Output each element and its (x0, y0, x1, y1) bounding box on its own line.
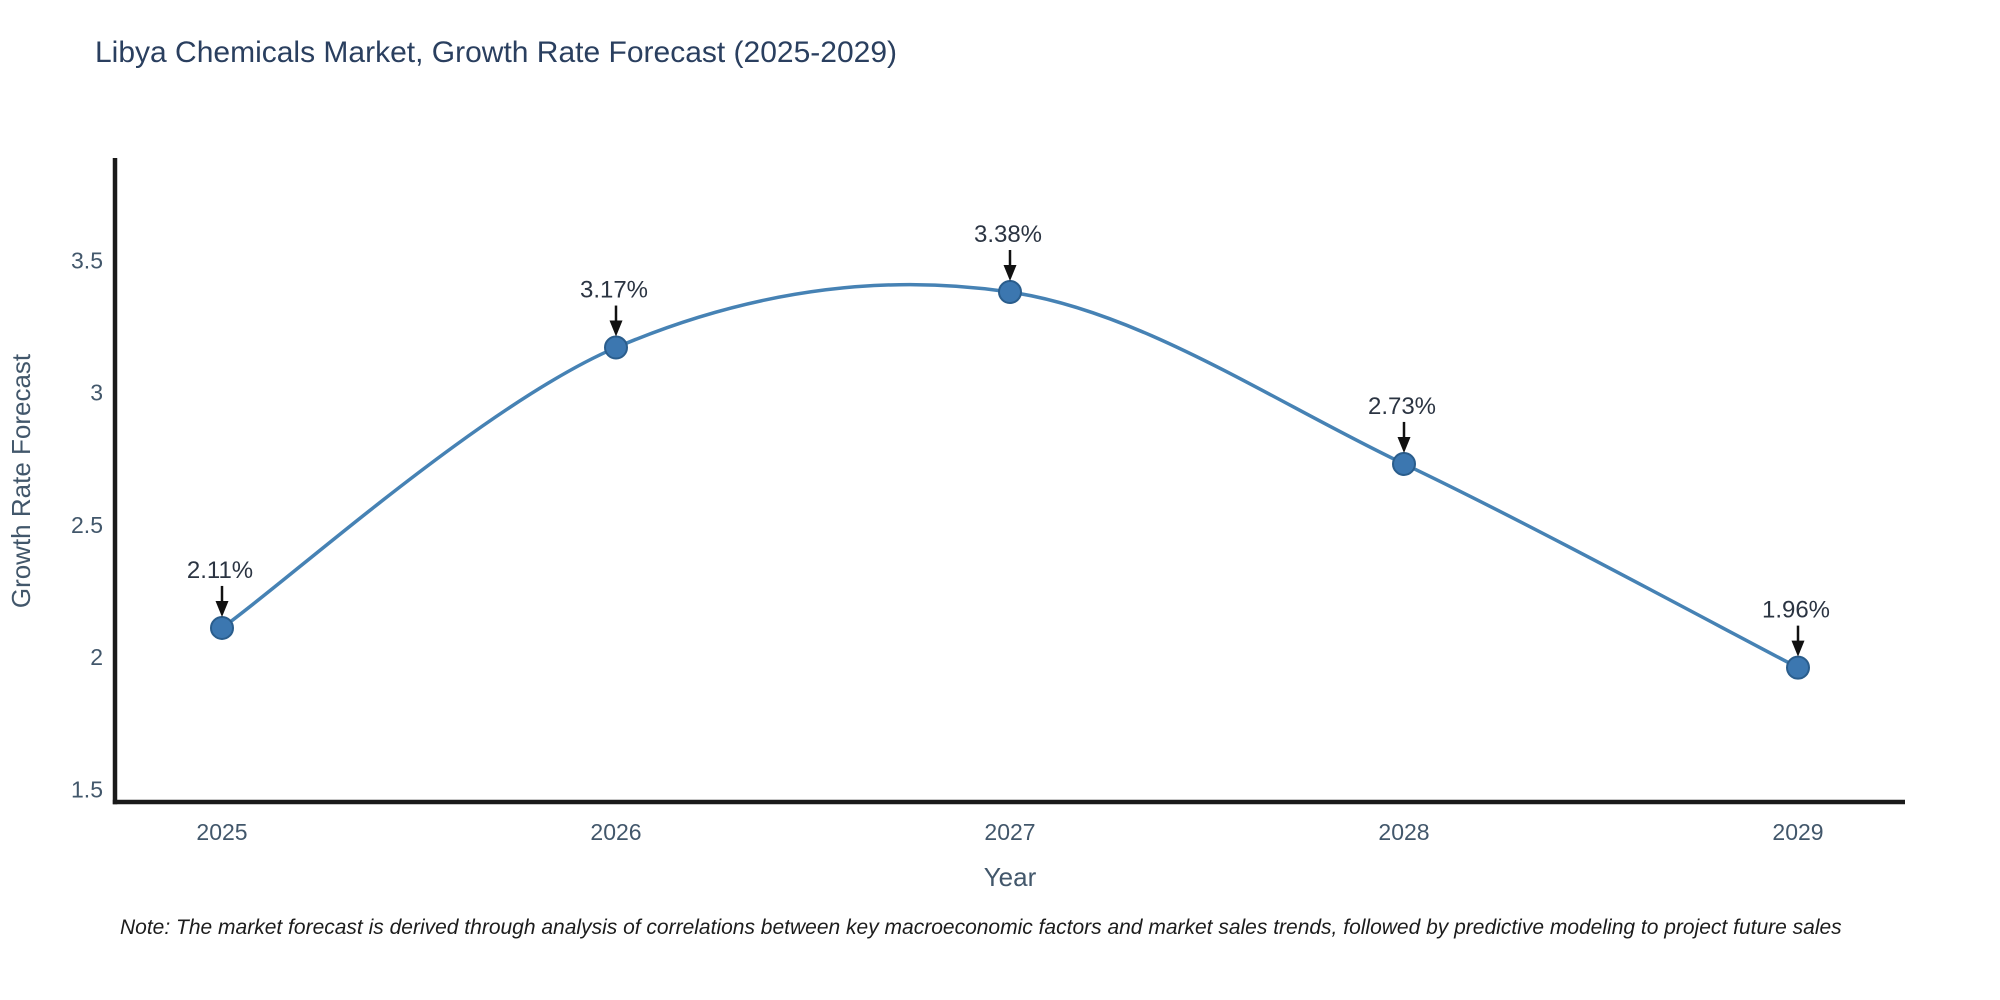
point-label: 1.96% (1762, 597, 1830, 624)
annotation-arrowhead (1397, 436, 1411, 453)
data-point (1392, 451, 1416, 476)
data-point (1786, 655, 1810, 680)
x-tick-label: 2028 (1378, 819, 1429, 845)
footnote: Note: The market forecast is derived thr… (120, 916, 1842, 939)
growth-rate-line-chart: 1.5 2 2.5 3 3.5 2025 2026 2027 2028 2029 Growth Ra… (6, 158, 1905, 892)
y-tick-label: 3 (90, 380, 103, 406)
y-tick-label: 1.5 (71, 776, 103, 802)
x-tick-label: 2029 (1772, 819, 1823, 845)
point-label: 2.11% (187, 557, 253, 584)
x-axis-title: Year (984, 862, 1037, 892)
data-point (210, 615, 234, 640)
y-tick-label: 2.5 (71, 512, 103, 538)
point-label: 3.38% (974, 221, 1042, 248)
annotation-arrowhead (1791, 640, 1805, 657)
x-tick-label: 2026 (590, 819, 641, 845)
data-point (998, 279, 1022, 304)
y-tick-label: 2 (90, 644, 103, 670)
point-label: 3.17% (580, 277, 648, 304)
x-tick-label: 2025 (196, 819, 247, 845)
annotation-arrowhead (215, 600, 229, 617)
y-tick-label: 3.5 (71, 247, 103, 273)
trend-line (220, 282, 1800, 670)
chart-title: Libya Chemicals Market, Growth Rate Fore… (95, 36, 898, 69)
annotation-arrowhead (609, 320, 623, 337)
point-label: 2.73% (1368, 393, 1436, 420)
y-axis-title: Growth Rate Forecast (6, 353, 36, 608)
annotation-arrowhead (1003, 264, 1017, 281)
data-point (604, 335, 628, 360)
x-tick-label: 2027 (984, 819, 1035, 845)
